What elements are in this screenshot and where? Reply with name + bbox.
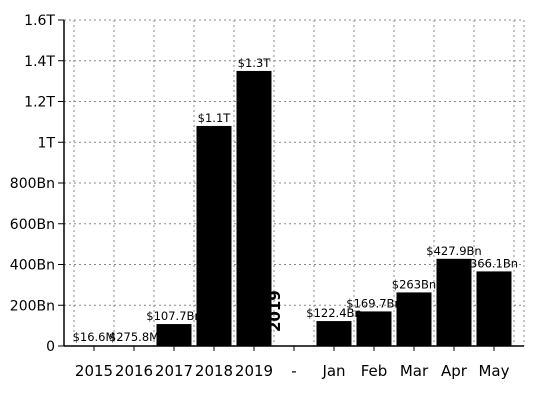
label-layer: $16.6M$275.8M$107.7Bn$1.1T$1.3T$122.4Bn$…: [73, 56, 518, 344]
divider-label: 2019: [266, 290, 284, 332]
data-label: $263Bn: [392, 277, 436, 291]
x-tick-label-mar: Mar: [400, 362, 429, 380]
y-tick-label: 200Bn: [10, 298, 55, 314]
bar-apr: [436, 258, 472, 346]
x-tick-label-2016: 2016: [115, 362, 153, 380]
x-tick-label-feb: Feb: [361, 362, 388, 380]
x-tick-label-2019: 2019: [235, 362, 273, 380]
bar-jan: [316, 321, 352, 346]
bar-may: [476, 271, 512, 346]
bar-2019: [236, 70, 272, 346]
y-tick-label: 400Bn: [10, 258, 55, 274]
y-tick-label: 1.4T: [24, 54, 55, 70]
data-label: $1.3T: [238, 56, 272, 70]
bar-feb: [356, 311, 392, 346]
x-tick-label-jan: Jan: [321, 362, 345, 380]
data-label: 366.1Bn: [470, 256, 518, 270]
data-label: $107.7Bn: [146, 309, 201, 323]
y-tick-label: 1.6T: [24, 13, 55, 29]
data-label: $16.6M: [73, 330, 116, 344]
x-tick-label--: -: [291, 362, 296, 380]
y-tick-label: 0: [46, 339, 55, 355]
x-tick-label-may: May: [478, 362, 509, 380]
data-label: $1.1T: [198, 111, 232, 125]
x-tick-label-apr: Apr: [441, 362, 468, 380]
y-tick-label: 800Bn: [10, 176, 55, 192]
y-tick-label: 600Bn: [10, 217, 55, 233]
x-tick-label-2015: 2015: [75, 362, 113, 380]
y-tick-label: 1.2T: [24, 95, 55, 111]
bar-2018: [196, 125, 232, 346]
bar-2017: [156, 324, 192, 346]
data-label: $427.9Bn: [426, 244, 481, 258]
data-label: $122.4Bn: [306, 306, 361, 320]
grid-layer: [64, 19, 525, 346]
bar-mar: [396, 292, 432, 346]
data-label: $275.8M: [109, 330, 159, 344]
x-tick-label-2018: 2018: [195, 362, 233, 380]
y-tick-label: 1T: [38, 135, 56, 151]
data-label: $169.7Bn: [346, 296, 401, 310]
x-tick-label-2017: 2017: [155, 362, 193, 380]
bar-layer: [76, 70, 512, 347]
